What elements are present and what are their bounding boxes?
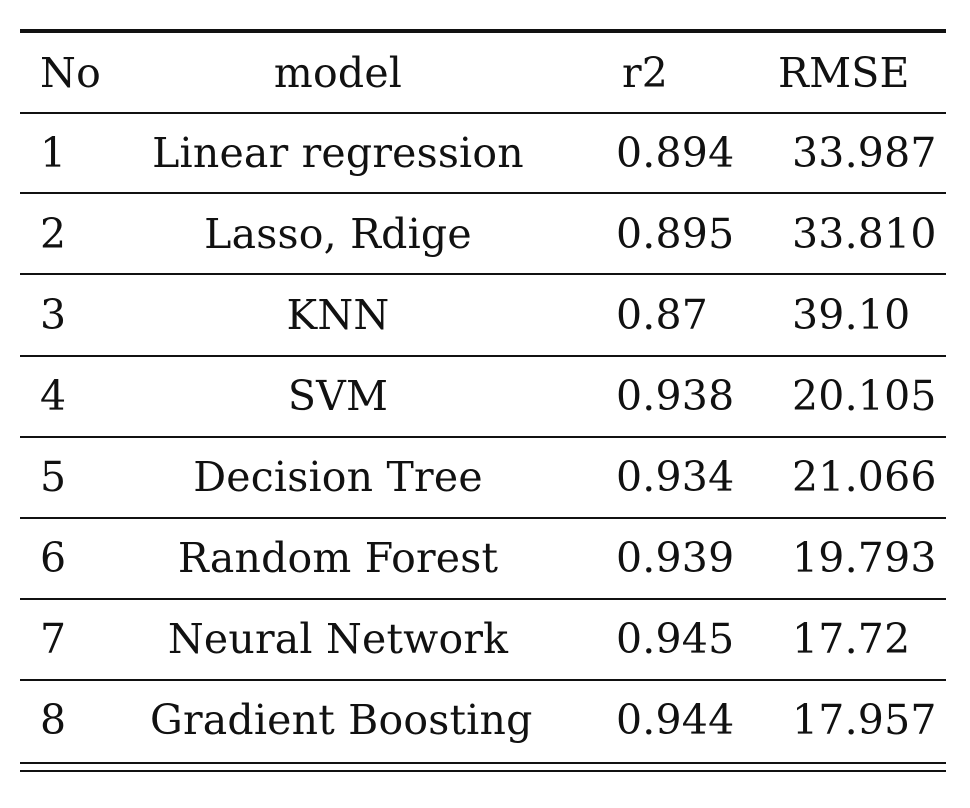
header-no: No — [40, 49, 101, 97]
row-r2: 0.895 — [616, 210, 735, 258]
header-model: model — [273, 49, 403, 97]
row-no: 7 — [40, 615, 67, 663]
bottom-rule-upper — [20, 762, 946, 764]
row-rmse: 17.957 — [792, 696, 937, 744]
row-rmse: 20.105 — [792, 372, 937, 420]
row-divider — [20, 273, 946, 275]
row-divider — [20, 355, 946, 357]
top-rule — [20, 29, 946, 33]
row-no: 1 — [40, 129, 67, 177]
row-r2: 0.87 — [616, 291, 709, 339]
row-model: KNN — [286, 291, 390, 339]
row-model: Decision Tree — [193, 453, 483, 501]
row-model: SVM — [287, 372, 389, 420]
header-r2: r2 — [622, 49, 669, 97]
row-rmse: 17.72 — [792, 615, 911, 663]
row-divider — [20, 436, 946, 438]
header-rmse: RMSE — [778, 49, 910, 97]
row-rmse: 19.793 — [792, 534, 937, 582]
row-model: Neural Network — [167, 615, 509, 663]
row-r2: 0.944 — [616, 696, 735, 744]
row-model: Lasso, Rdige — [204, 210, 472, 258]
row-model: Gradient Boosting — [150, 696, 533, 744]
row-r2: 0.934 — [616, 453, 735, 501]
row-no: 6 — [40, 534, 67, 582]
row-no: 2 — [40, 210, 67, 258]
row-rmse: 33.810 — [792, 210, 937, 258]
row-divider — [20, 192, 946, 194]
row-divider — [20, 517, 946, 519]
row-rmse: 21.066 — [792, 453, 937, 501]
row-no: 5 — [40, 453, 67, 501]
row-model: Random Forest — [177, 534, 499, 582]
row-r2: 0.939 — [616, 534, 735, 582]
row-r2: 0.945 — [616, 615, 735, 663]
row-divider — [20, 679, 946, 681]
row-r2: 0.894 — [616, 129, 735, 177]
row-no: 3 — [40, 291, 67, 339]
header-rule — [20, 112, 946, 114]
bottom-rule-lower — [20, 770, 946, 772]
row-divider — [20, 598, 946, 600]
row-r2: 0.938 — [616, 372, 735, 420]
row-model: Linear regression — [152, 129, 524, 177]
row-no: 4 — [40, 372, 67, 420]
row-rmse: 39.10 — [792, 291, 911, 339]
row-no: 8 — [40, 696, 67, 744]
results-table: No model r2 RMSE 1 Linear regression 0.8… — [20, 0, 946, 808]
row-rmse: 33.987 — [792, 129, 937, 177]
